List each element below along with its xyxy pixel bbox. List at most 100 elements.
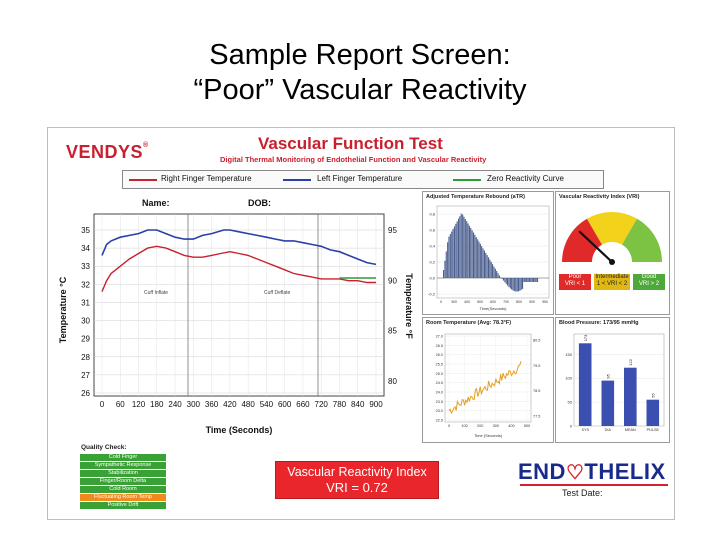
temperature-plot-area — [93, 213, 385, 397]
rebound-bar — [513, 278, 515, 292]
quality-check-item: Cold Room — [80, 486, 166, 494]
celsius-tick: 27 — [81, 371, 90, 380]
rebound-bar — [451, 231, 453, 278]
bp-y-tick: 100 — [565, 376, 572, 381]
test-date-label: Test Date: — [562, 488, 603, 498]
rebound-bar — [486, 255, 488, 278]
bp-y-tick: 150 — [565, 352, 572, 357]
room-fahrenheit-tick: 79.5 — [533, 364, 540, 368]
bp-category-label: MEAN — [625, 428, 636, 432]
report-subtitle: Digital Thermal Monitoring of Endothelia… — [220, 155, 487, 164]
time-tick: 540 — [260, 400, 274, 409]
bp-y-tick: 50 — [568, 400, 573, 405]
fahrenheit-tick: 85 — [388, 327, 397, 336]
rebound-bar — [466, 221, 468, 278]
rebound-bar — [537, 278, 539, 282]
blood-pressure-panel: Blood Pressure: 173/95 mmHg 173 95 122 55 1… — [555, 317, 670, 443]
rebound-bar — [505, 278, 507, 284]
room-celsius-tick: 24.5 — [436, 381, 443, 385]
rebound-bar — [470, 228, 472, 278]
room-celsius-tick: 24.0 — [436, 391, 443, 395]
vri-gauge — [562, 212, 662, 265]
rebound-x-tick: 300 — [451, 300, 457, 304]
bp-category-label: SYS — [581, 428, 589, 432]
heart-icon: ♡ — [565, 462, 585, 484]
rebound-chart: 0.8 0.6 0.4 0.2 0.0 -0.2 0 300 400 500 600 700 800 9… — [428, 205, 550, 311]
endothelix-logo: END♡THELIX — [518, 459, 666, 484]
time-axis-label: Time (Seconds) — [206, 425, 273, 435]
rebound-bar — [519, 278, 521, 291]
fahrenheit-axis-label: Temperature °F — [404, 273, 414, 339]
rebound-bar — [527, 278, 529, 282]
celsius-tick: 26 — [81, 389, 90, 398]
slide-title-line1: Sample Report Screen: — [209, 39, 511, 71]
rebound-bar — [452, 228, 454, 278]
cuff-inflate-label: Cuff Inflate — [144, 290, 168, 296]
rebound-bar — [478, 241, 480, 278]
rebound-bar — [459, 216, 461, 278]
fahrenheit-tick-labels: 95 90 85 80 — [388, 226, 397, 386]
rebound-bar — [474, 234, 476, 278]
logo-underline — [520, 484, 668, 486]
report-title: Vascular Function Test — [258, 134, 443, 153]
rebound-bar — [531, 278, 533, 282]
rebound-bar — [496, 271, 498, 278]
rebound-bar — [467, 223, 469, 278]
room-celsius-tick: 23.5 — [436, 400, 443, 404]
slide-title-line2: “Poor” Vascular Reactivity — [193, 74, 527, 106]
rebound-bar — [489, 259, 491, 278]
rebound-bar — [535, 278, 537, 282]
rebound-bar — [520, 278, 522, 290]
rebound-bar — [517, 278, 519, 292]
rebound-bar — [449, 234, 451, 278]
bp-bar — [624, 367, 637, 426]
rebound-bar — [458, 218, 460, 278]
gauge-hub — [609, 259, 615, 265]
rebound-bar — [448, 236, 450, 278]
gauge-intermediate-segment — [587, 212, 637, 245]
celsius-tick: 28 — [81, 353, 90, 362]
rebound-bar — [464, 219, 466, 278]
rebound-y-tick: -0.2 — [428, 292, 436, 297]
rebound-bar — [516, 278, 518, 292]
room-time-tick: 200 — [477, 424, 483, 428]
rebound-bar — [502, 278, 504, 281]
rebound-bar — [453, 226, 455, 278]
quality-check-item: Positive Drift — [80, 502, 166, 510]
rebound-bar — [515, 278, 517, 292]
time-tick: 780 — [333, 400, 347, 409]
rebound-bar — [532, 278, 534, 282]
rebound-bar — [494, 268, 496, 278]
rebound-bar — [492, 264, 494, 278]
gauge-needle — [578, 230, 614, 264]
room-celsius-tick: 25.5 — [436, 363, 443, 367]
celsius-tick-labels: 35 34 33 32 31 30 29 28 27 26 — [81, 226, 90, 398]
room-celsius-tick: 26.5 — [436, 344, 443, 348]
bp-value-label: 122 — [628, 358, 633, 365]
rebound-bar — [481, 246, 483, 278]
time-tick: 360 — [205, 400, 219, 409]
bp-bar — [601, 380, 615, 426]
rebound-bar — [485, 252, 487, 278]
bp-category-label: DIA — [605, 428, 612, 432]
time-tick: 420 — [223, 400, 237, 409]
time-tick: 720 — [315, 400, 329, 409]
rebound-y-tick: 0.6 — [429, 228, 435, 233]
vri-gauge-panel: Vascular Reactivity Index (VRI) Poor VRI… — [555, 191, 670, 315]
celsius-tick: 35 — [81, 226, 90, 235]
rebound-bar — [483, 250, 485, 278]
patient-dob-label: DOB: — [248, 198, 271, 208]
celsius-tick: 30 — [81, 317, 90, 326]
room-celsius-tick: 26.0 — [436, 353, 443, 357]
left-finger-legend-swatch — [283, 179, 311, 181]
bp-value-label: 173 — [583, 334, 588, 341]
room-fahrenheit-tick: 77.5 — [533, 415, 540, 419]
rebound-bar — [490, 261, 492, 278]
rebound-bar — [524, 278, 526, 282]
room-celsius-tick: 22.5 — [436, 419, 443, 423]
vri-category-intermediate: Intermediate 1 < VRI < 2 — [594, 274, 630, 290]
rebound-x-label: Time(Seconds) — [480, 306, 508, 311]
gauge-good-segment — [622, 218, 662, 262]
quality-check-title: Quality Check: — [81, 444, 127, 451]
room-time-tick: 500 — [524, 424, 530, 428]
